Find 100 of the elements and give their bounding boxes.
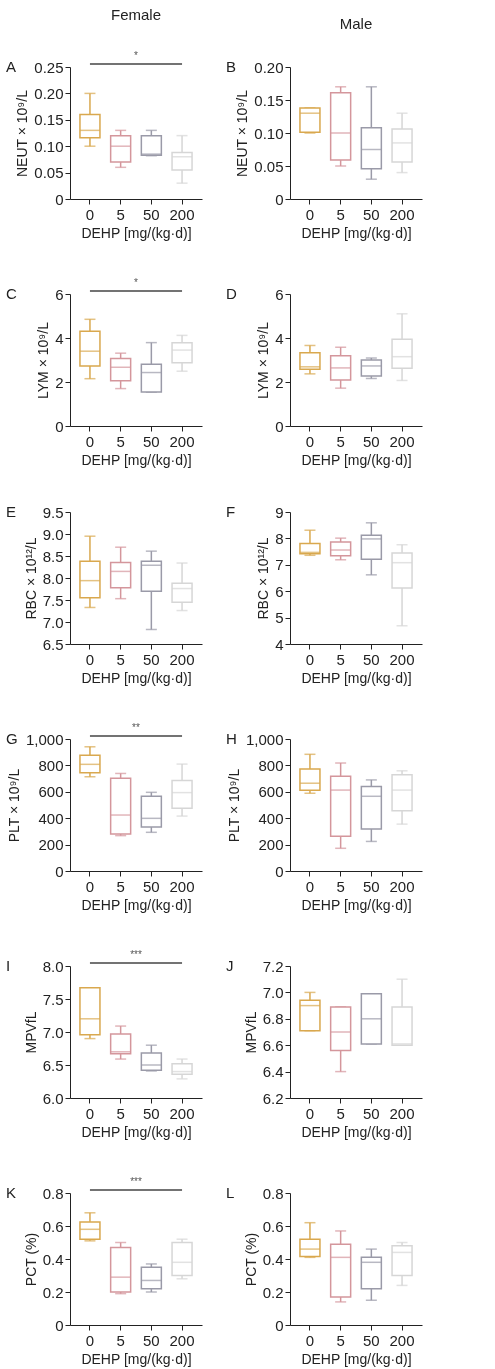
y-tick-label: 400 [38, 809, 64, 827]
y-axis-title: MPVfL [22, 1011, 39, 1054]
text: B [226, 58, 237, 75]
y-tick-label: 6 [55, 285, 64, 303]
y-tick-label: 9.5 [42, 503, 64, 521]
x-tick-label: 0 [85, 1104, 95, 1122]
y-tick-label: 6 [275, 582, 284, 600]
text: H [226, 730, 237, 747]
y-tick-label: 0.2 [262, 1283, 284, 1301]
y-tick-label: 200 [38, 836, 64, 854]
x-tick-label: 0 [305, 650, 315, 668]
y-tick-label: 0.15 [254, 91, 284, 109]
x-tick-label: 200 [169, 205, 195, 223]
x-axis-title: DEHP [mg/(kg·d)] [81, 669, 192, 686]
y-tick-label: 0.20 [254, 58, 284, 76]
x-tick-label: 0 [85, 650, 95, 668]
x-tick-label: 200 [169, 432, 195, 450]
chart-title: Male [339, 15, 373, 32]
y-tick-label: 7.0 [42, 1023, 64, 1041]
y-tick-label: 8.0 [42, 957, 64, 975]
y-tick-label: 800 [258, 756, 284, 774]
x-tick-label: 50 [363, 650, 380, 668]
y-tick-label: 4 [275, 329, 284, 347]
x-tick-label: 0 [305, 1331, 315, 1349]
y-axis-title: RBC × 10¹²/L [22, 537, 39, 620]
x-axis-title: DEHP [mg/(kg·d)] [301, 669, 412, 686]
y-tick-label: 0.8 [42, 1184, 64, 1202]
x-tick-label: 0 [305, 432, 315, 450]
y-tick-label: 0.05 [34, 164, 64, 182]
y-tick-label: 6 [275, 285, 284, 303]
x-tick-label: 0 [305, 1104, 315, 1122]
y-tick-label: 0.10 [34, 137, 64, 155]
text: E [6, 503, 17, 520]
text: *** [130, 1176, 142, 1187]
y-axis-title: NEUT × 10⁹/L [234, 89, 251, 178]
x-tick-label: 50 [363, 432, 380, 450]
y-tick-label: 7.0 [262, 983, 284, 1001]
y-axis-title: LYM × 10⁹/L [35, 321, 52, 399]
text: K [6, 1184, 17, 1201]
x-tick-label: 50 [363, 1104, 380, 1122]
x-tick-label: 200 [389, 1104, 415, 1122]
y-tick-label: 0.25 [34, 58, 64, 76]
x-tick-label: 50 [363, 877, 380, 895]
y-tick-label: 2 [275, 373, 284, 391]
y-tick-label: 8 [275, 529, 284, 547]
x-axis-title: DEHP [mg/(kg·d)] [81, 451, 192, 468]
y-axis-title: PLT × 10⁹/L [5, 768, 22, 843]
y-tick-label: 1,000 [245, 730, 284, 748]
y-axis-title: MPVfL [242, 1011, 259, 1054]
y-tick-label: 9.0 [42, 525, 64, 543]
x-tick-label: 200 [389, 432, 415, 450]
x-tick-label: 50 [143, 650, 160, 668]
text: * [134, 50, 139, 61]
x-tick-label: 0 [85, 1331, 95, 1349]
x-tick-label: 50 [143, 1331, 160, 1349]
y-tick-label: 0.4 [262, 1250, 284, 1268]
y-axis-title: LYM × 10⁹/L [255, 321, 272, 399]
y-tick-label: 4 [55, 329, 64, 347]
x-tick-label: 200 [389, 1331, 415, 1349]
x-tick-label: 200 [389, 650, 415, 668]
x-tick-label: 50 [363, 205, 380, 223]
y-tick-label: 6.0 [42, 1089, 64, 1107]
y-tick-label: 0.4 [42, 1250, 64, 1268]
x-tick-label: 50 [143, 205, 160, 223]
y-tick-label: 6.6 [262, 1036, 284, 1054]
x-tick-label: 0 [305, 205, 315, 223]
y-tick-label: 7 [275, 556, 284, 574]
y-tick-label: 8.0 [42, 569, 64, 587]
y-tick-label: 0 [275, 862, 284, 880]
x-tick-label: 5 [336, 1331, 345, 1349]
text: *** [130, 949, 142, 960]
text: L [226, 1184, 235, 1201]
x-tick-label: 50 [143, 877, 160, 895]
y-tick-label: 4 [275, 635, 284, 653]
y-tick-label: 0 [275, 1316, 284, 1334]
y-tick-label: 7.5 [42, 591, 64, 609]
y-tick-label: 0 [275, 190, 284, 208]
y-tick-label: 0 [55, 190, 64, 208]
y-tick-label: 8.5 [42, 547, 64, 565]
x-tick-label: 200 [169, 877, 195, 895]
text: I [6, 957, 11, 974]
x-tick-label: 5 [116, 1104, 125, 1122]
y-axis-title: RBC × 10¹²/L [255, 537, 272, 620]
x-axis-title: DEHP [mg/(kg·d)] [301, 1350, 412, 1367]
y-tick-label: 0.2 [42, 1283, 64, 1301]
x-tick-label: 5 [336, 432, 345, 450]
x-tick-label: 200 [389, 205, 415, 223]
y-tick-label: 0 [55, 1316, 64, 1334]
y-tick-label: 2 [55, 373, 64, 391]
y-tick-label: 6.4 [262, 1063, 284, 1081]
y-tick-label: 6.2 [262, 1089, 284, 1107]
x-tick-label: 0 [85, 205, 95, 223]
x-tick-label: 50 [143, 1104, 160, 1122]
y-axis-title: PLT × 10⁹/L [225, 768, 242, 843]
x-tick-label: 5 [336, 877, 345, 895]
x-tick-label: 50 [143, 432, 160, 450]
x-tick-label: 5 [116, 877, 125, 895]
chart-title: Female [110, 6, 162, 23]
x-tick-label: 5 [336, 1104, 345, 1122]
y-tick-label: 6.5 [42, 635, 64, 653]
